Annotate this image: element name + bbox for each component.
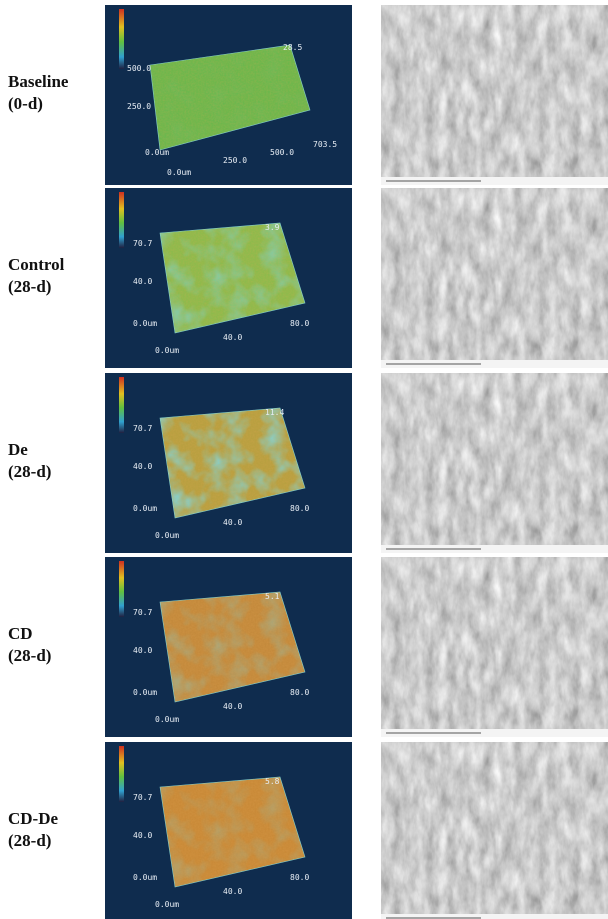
- axis-label: 70.7: [133, 239, 152, 248]
- sem-texture: [381, 5, 608, 177]
- sem-image: [381, 188, 608, 368]
- axis-label: 0.0um: [155, 531, 179, 540]
- axis-label: 0.0um: [167, 168, 191, 177]
- axis-label: 0.0um: [155, 346, 179, 355]
- axis-label: 40.0: [133, 462, 152, 471]
- axis-label: 40.0: [133, 277, 152, 286]
- row-sublabel: (28-d): [8, 462, 51, 481]
- surface-plot: 28.5 500.0 250.0 0.0um 0.0um 250.0 500.0 703.5: [105, 5, 352, 185]
- surface-plot: 5.8 70.7 40.0 0.0um 0.0um 40.0 80.0: [105, 742, 352, 919]
- row-sublabel: (28-d): [8, 831, 51, 850]
- color-bar: [119, 192, 124, 248]
- row-label: De: [8, 440, 28, 459]
- axis-label: 500.0: [270, 148, 294, 157]
- figure: Baseline (0-d) 28.5 500.0 250.0 0.0um 0.0um 250…: [0, 0, 608, 919]
- axis-label: 70.7: [133, 608, 152, 617]
- axis-label: 0.0um: [133, 319, 157, 328]
- axis-label: 703.5: [313, 140, 337, 149]
- sem-texture: [381, 742, 608, 914]
- surface-plot: 11.4 70.7 40.0 0.0um 0.0um 40.0 80.0: [105, 373, 352, 553]
- sem-texture: [381, 188, 608, 360]
- axis-label: 0.0um: [155, 715, 179, 724]
- axis-label: 40.0: [133, 646, 152, 655]
- row-sublabel: (28-d): [8, 277, 51, 296]
- axis-label: 40.0: [223, 518, 242, 527]
- axis-label: 0.0um: [133, 504, 157, 513]
- row-sublabel: (28-d): [8, 646, 51, 665]
- axis-label: 3.9: [265, 223, 280, 232]
- sem-image: [381, 557, 608, 737]
- axis-label: 0.0um: [133, 688, 157, 697]
- color-bar: [119, 746, 124, 802]
- axis-label: 70.7: [133, 793, 152, 802]
- axis-label: 5.1: [265, 592, 280, 601]
- surface-plot: 3.9 70.7 40.0 0.0um 0.0um 40.0 80.0: [105, 188, 352, 368]
- row-label: CD: [8, 624, 33, 643]
- sem-image: [381, 742, 608, 919]
- axis-label: 80.0: [290, 319, 309, 328]
- axis-label: 40.0: [133, 831, 152, 840]
- row-label: Baseline: [8, 72, 69, 91]
- color-bar: [119, 9, 124, 69]
- axis-label: 5.8: [265, 777, 280, 786]
- axis-label: 0.0um: [133, 873, 157, 882]
- axis-label: 0.0um: [155, 900, 179, 909]
- axis-label: 0.0um: [145, 148, 169, 157]
- sem-texture: [381, 557, 608, 729]
- axis-label: 80.0: [290, 688, 309, 697]
- axis-label: 250.0: [223, 156, 247, 165]
- axis-label: 80.0: [290, 873, 309, 882]
- row-label: Control: [8, 255, 65, 274]
- axis-label: 28.5: [283, 43, 302, 52]
- axis-label: 500.0: [127, 64, 151, 73]
- sem-image: [381, 5, 608, 185]
- surface-plot: 5.1 70.7 40.0 0.0um 0.0um 40.0 80.0: [105, 557, 352, 737]
- sem-image: [381, 373, 608, 553]
- axis-label: 11.4: [265, 408, 284, 417]
- axis-label: 80.0: [290, 504, 309, 513]
- axis-label: 250.0: [127, 102, 151, 111]
- row-label: CD-De: [8, 809, 58, 828]
- sem-texture: [381, 373, 608, 545]
- page: {"rows":[ {"label":"Baseline","sublabel"…: [0, 0, 608, 919]
- row-sublabel: (0-d): [8, 94, 43, 113]
- axis-label: 70.7: [133, 424, 152, 433]
- color-bar: [119, 377, 124, 433]
- axis-label: 40.0: [223, 333, 242, 342]
- color-bar: [119, 561, 124, 617]
- axis-label: 40.0: [223, 887, 242, 896]
- axis-label: 40.0: [223, 702, 242, 711]
